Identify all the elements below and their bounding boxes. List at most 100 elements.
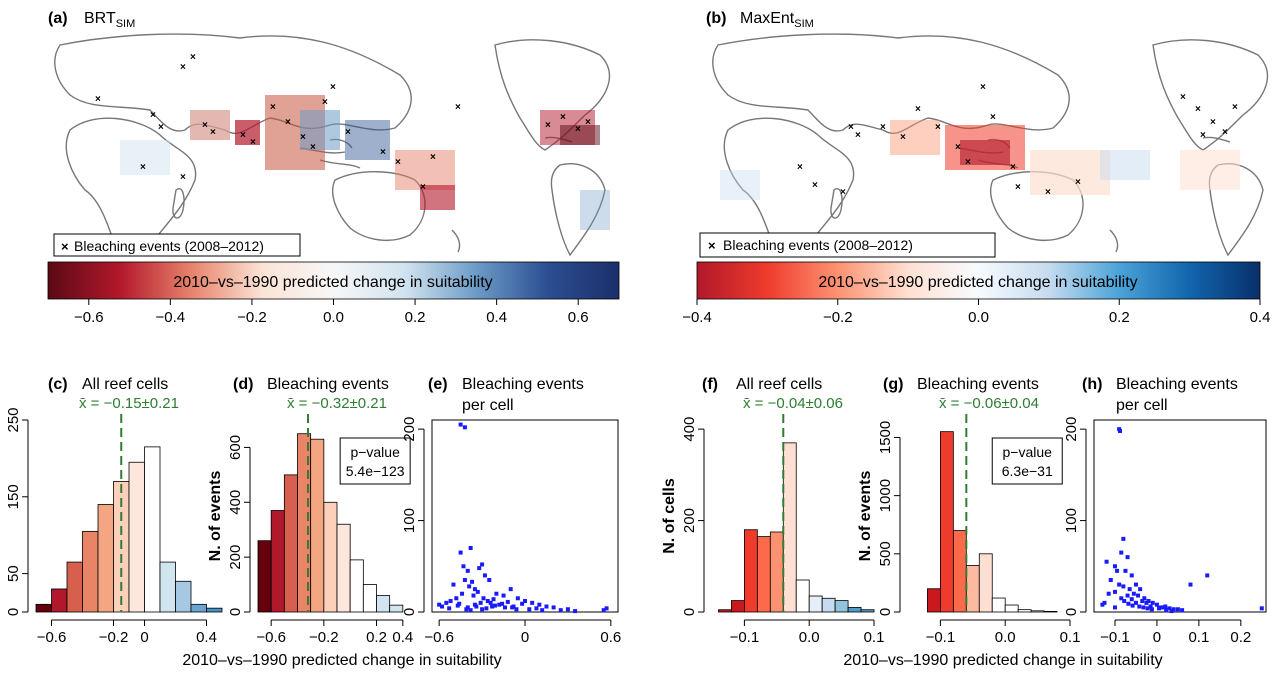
bleaching-marker: ×	[545, 120, 551, 131]
colorbar-tick-label: −0.6	[74, 309, 104, 326]
scatter-point	[437, 602, 442, 607]
y-axis-label-g: N. of events	[857, 471, 874, 562]
histogram-bar	[159, 561, 176, 613]
panel-h: (h) Bleaching events per cell −0.1 0 0.1 0.2 0 1…	[1063, 376, 1267, 646]
y-tick-label: 200	[401, 417, 418, 442]
histogram-bar	[991, 597, 1006, 613]
colorbar-a	[47, 261, 620, 300]
scatter-point	[601, 608, 606, 613]
panel-label-e: (e)	[428, 376, 448, 393]
patch	[190, 110, 230, 140]
panel-label-b: (b)	[706, 10, 726, 27]
bleaching-marker: ×	[210, 127, 216, 138]
scatter-point	[1133, 582, 1138, 587]
scatter-point	[1129, 573, 1134, 578]
continent-south-america	[550, 163, 606, 257]
histogram-bar	[283, 474, 298, 613]
histogram-bar	[847, 607, 862, 613]
histogram-bar	[35, 603, 52, 613]
suitability-patches-a	[120, 95, 610, 230]
scatter-point	[505, 599, 510, 604]
scatter-point	[1175, 607, 1180, 612]
scatter-point	[1125, 555, 1130, 560]
scatter-point	[534, 606, 539, 611]
histogram-bar	[731, 600, 745, 613]
islands-new-zealand	[451, 229, 461, 253]
scatter-point	[451, 582, 456, 587]
colorbar-tick-label: −0.2	[237, 309, 267, 326]
bleaching-marker: ×	[158, 122, 164, 133]
x-tick-label: 0.4	[196, 629, 217, 646]
bleaching-marker: ×	[1015, 182, 1021, 193]
bleaching-marker: ×	[585, 117, 591, 128]
scatter-point	[1117, 582, 1122, 587]
x-tick-label: 0	[521, 629, 529, 646]
histogram-bar	[808, 595, 823, 613]
histogram-bar	[978, 553, 993, 613]
map-legend-box-b	[699, 232, 996, 258]
mean-annotation-f: x̄ = −0.04±0.06	[743, 395, 843, 412]
scatter-point	[468, 608, 473, 613]
bleaching-marker: ×	[270, 102, 276, 113]
histogram-bar	[270, 510, 285, 613]
colorbar-tick-label: 0.6	[568, 309, 589, 326]
x-tick-label: 0.1	[1188, 629, 1209, 646]
y-tick-label: 0	[877, 608, 894, 616]
shared-xlabel-left: 2010–vs–1990 predicted change in suitabi…	[182, 652, 501, 669]
patch	[720, 170, 760, 200]
histogram-bar	[144, 446, 161, 613]
colorbar-b	[696, 261, 1261, 300]
scatter-point	[537, 602, 542, 607]
panel-e: (e) Bleaching events per cell −0.6 0 0.6 0 100 2…	[401, 376, 621, 646]
x-tick-label: 0.2	[366, 629, 387, 646]
histogram-bar	[1017, 609, 1032, 613]
histogram-bar	[1043, 611, 1058, 613]
scatter-point	[604, 606, 609, 611]
x-tick-label: 0	[1153, 629, 1161, 646]
x-tick-label: 0.4	[392, 629, 413, 646]
scatter-point	[492, 603, 497, 608]
scatter-point	[1148, 604, 1153, 609]
pvalue-label-g: p−value	[1003, 444, 1053, 460]
scatter-point	[458, 550, 463, 555]
bleaching-marker: ×	[1210, 117, 1216, 128]
bleaching-marker: ×	[322, 97, 328, 108]
bleaching-marker: ×	[285, 117, 291, 128]
scatter-point	[520, 601, 525, 606]
bleaching-marker: ×	[1075, 177, 1081, 188]
scatter-point	[1125, 593, 1130, 598]
scatter-point	[1115, 568, 1120, 573]
bleaching-marker: ×	[965, 157, 971, 168]
map-model-sub-b: SIM	[794, 18, 814, 30]
scatter-point	[1122, 599, 1127, 604]
scatter-point	[448, 599, 453, 604]
patch	[580, 190, 610, 230]
scatter-point	[1127, 587, 1132, 592]
scatter-point	[480, 562, 485, 567]
bleaching-marker: ×	[240, 130, 246, 141]
scatter-point	[1104, 559, 1109, 564]
histogram-bar	[965, 565, 980, 613]
histogram-bar	[782, 442, 797, 613]
colorbar-label-b: 2010–vs–1990 predicted change in suitabi…	[818, 274, 1137, 291]
continent-australia	[332, 171, 426, 241]
bleaching-marker: ×	[915, 104, 921, 115]
histogram-bar	[349, 559, 364, 613]
panel-label-d: (d)	[233, 376, 253, 393]
map-legend-text-b: Bleaching events (2008–2012)	[723, 237, 913, 253]
scatter-point	[465, 568, 470, 573]
pvalue-value-d: 5.4e−123	[346, 463, 405, 479]
y-axis-label-c: N. of cells	[0, 478, 2, 554]
bleaching-marker: ×	[1200, 130, 1206, 141]
mean-annotation-d: x̄ = −0.32±0.21	[287, 395, 387, 412]
histogram-bar	[756, 536, 771, 613]
bleaching-marker: ×	[955, 142, 961, 153]
scatter-point	[558, 608, 563, 613]
y-tick-label: 200	[227, 545, 244, 570]
scatter-point	[515, 596, 520, 601]
x-tick-label: 0.0	[799, 629, 820, 646]
y-tick-label: 0	[401, 608, 418, 616]
scatter-point	[461, 564, 466, 569]
scatter-point	[551, 605, 556, 610]
